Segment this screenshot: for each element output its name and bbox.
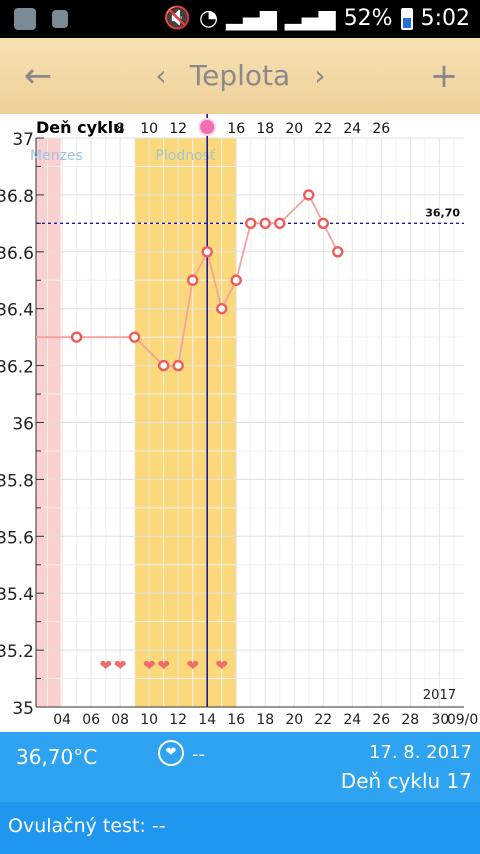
- x-tick-label: 10: [140, 712, 158, 728]
- y-tick-label: 36.8: [0, 187, 34, 207]
- top-axis-tick-label: 16: [227, 121, 245, 137]
- x-tick-label: 14: [198, 712, 216, 728]
- top-axis-tick-label: 10: [140, 121, 158, 137]
- add-button[interactable]: +: [424, 38, 464, 114]
- temperature-point: [157, 359, 170, 372]
- y-tick-label: 36.6: [0, 244, 34, 264]
- wifi-icon: ◔: [198, 6, 219, 31]
- shield-small-icon: [52, 10, 68, 28]
- ovulation-test-bar[interactable]: Ovulačný test: --: [0, 802, 480, 854]
- x-tick-label: 16: [227, 712, 245, 728]
- top-axis-tick-label: 18: [256, 121, 274, 137]
- shield-icon: [14, 8, 36, 30]
- x-tick-label: 26: [372, 712, 390, 728]
- y-tick-label: 35: [12, 699, 34, 719]
- mute-icon: 🔇: [163, 6, 191, 31]
- top-axis-tick-label: 20: [285, 121, 303, 137]
- intercourse-heart-icon: ❤: [99, 656, 112, 674]
- y-tick-label: 36.4: [0, 301, 34, 321]
- x-tick-label: 30: [432, 712, 450, 728]
- x-tick-label: 12: [169, 712, 187, 728]
- temperature-value: 36,70°C: [16, 745, 98, 769]
- top-axis-tick-label: 8: [116, 121, 125, 137]
- year-label: 2017: [423, 688, 456, 703]
- temperature-point: [303, 189, 315, 201]
- signal-icon-2: ▂▄▆: [284, 6, 336, 31]
- x-tick-label: 28: [401, 712, 419, 728]
- battery-percent: 52%: [343, 6, 393, 31]
- temperature-point: [172, 359, 184, 372]
- temperature-point: [245, 217, 257, 230]
- back-button[interactable]: ←: [18, 38, 58, 114]
- signal-icon: ▂▄▆: [226, 6, 277, 31]
- intercourse-heart-icon: ❤: [114, 656, 127, 674]
- temperature-point: [230, 274, 242, 286]
- x-tick-label: 09/01: [447, 712, 480, 728]
- arrow-left-icon: ←: [23, 56, 53, 96]
- clock: 5:02: [420, 6, 470, 31]
- top-axis-tick-label: 24: [343, 121, 361, 137]
- intercourse-heart-icon: ❤: [143, 656, 156, 674]
- date-label: 17. 8. 2017: [368, 742, 472, 763]
- heart-circle-icon: ❤: [158, 740, 184, 766]
- temperature-point: [332, 246, 344, 258]
- temperature-chart[interactable]: 37 36.8 36.6 36.4 36.2 36 35.8 35.6 35.4 35.2 35 Me…: [0, 114, 480, 732]
- battery-icon: [400, 7, 413, 30]
- temperature-point: [274, 217, 286, 230]
- y-tick-label: 35.4: [0, 585, 34, 605]
- plus-icon: +: [429, 56, 459, 96]
- prev-chart-button[interactable]: ‹: [148, 38, 174, 114]
- y-tick-label: 37: [12, 130, 34, 150]
- x-tick-label: 20: [285, 712, 303, 728]
- intercourse-heart-icon: ❤: [157, 656, 170, 674]
- x-tick-label: 24: [343, 712, 361, 728]
- chevron-left-icon: ‹: [155, 59, 167, 92]
- status-right: 🔇 ◔ ▂▄▆ ▂▄▆ 52% 5:02: [164, 6, 470, 31]
- coverline-label: 36,70: [425, 206, 460, 219]
- y-tick-label: 35.2: [0, 642, 34, 662]
- intercourse-value: --: [192, 744, 205, 765]
- app-bar: ← ‹ Teplota › +: [0, 38, 480, 114]
- ovulation-test-label: Ovulačný test: --: [8, 815, 166, 837]
- top-axis-tick-label: 12: [169, 121, 187, 137]
- temperature-point: [201, 246, 213, 258]
- top-axis-tick-label: 26: [372, 121, 390, 137]
- temperature-point: [70, 331, 83, 343]
- x-tick-label: 08: [111, 712, 129, 728]
- y-tick-label: 36: [12, 415, 34, 435]
- page-title: Teplota: [189, 59, 291, 92]
- top-axis-tick-label: 22: [314, 121, 332, 137]
- day-info-bar[interactable]: 36,70°C ❤ -- 17. 8. 2017 Deň cyklu 17: [0, 732, 480, 802]
- y-tick-label: 36.2: [0, 358, 34, 378]
- intercourse-heart-icon: ❤: [186, 656, 199, 674]
- x-tick-label: 06: [82, 712, 100, 728]
- chevron-right-icon: ›: [314, 59, 326, 92]
- temperature-point: [186, 274, 199, 286]
- top-axis-title: Deň cyklu: [36, 118, 125, 137]
- intercourse-heart-icon: ❤: [215, 656, 228, 674]
- temperature-point: [317, 217, 329, 230]
- x-tick-label: 22: [314, 712, 332, 728]
- next-chart-button[interactable]: ›: [307, 38, 333, 114]
- cycle-day-label: Deň cyklu 17: [340, 769, 472, 793]
- notification-icons: [14, 8, 68, 30]
- fertile-label: Plodnosť: [155, 148, 216, 164]
- status-bar: 🔇 ◔ ▂▄▆ ▂▄▆ 52% 5:02: [0, 0, 480, 38]
- temperature-point: [128, 331, 141, 343]
- ovulation-day-marker: [198, 118, 217, 136]
- menses-label: Menzes: [30, 148, 83, 164]
- x-tick-label: 04: [53, 712, 71, 728]
- x-tick-label: 18: [256, 712, 274, 728]
- y-tick-label: 35.6: [0, 528, 34, 548]
- y-tick-label: 35.8: [0, 471, 34, 491]
- temperature-point: [259, 217, 271, 230]
- temperature-point: [216, 302, 228, 315]
